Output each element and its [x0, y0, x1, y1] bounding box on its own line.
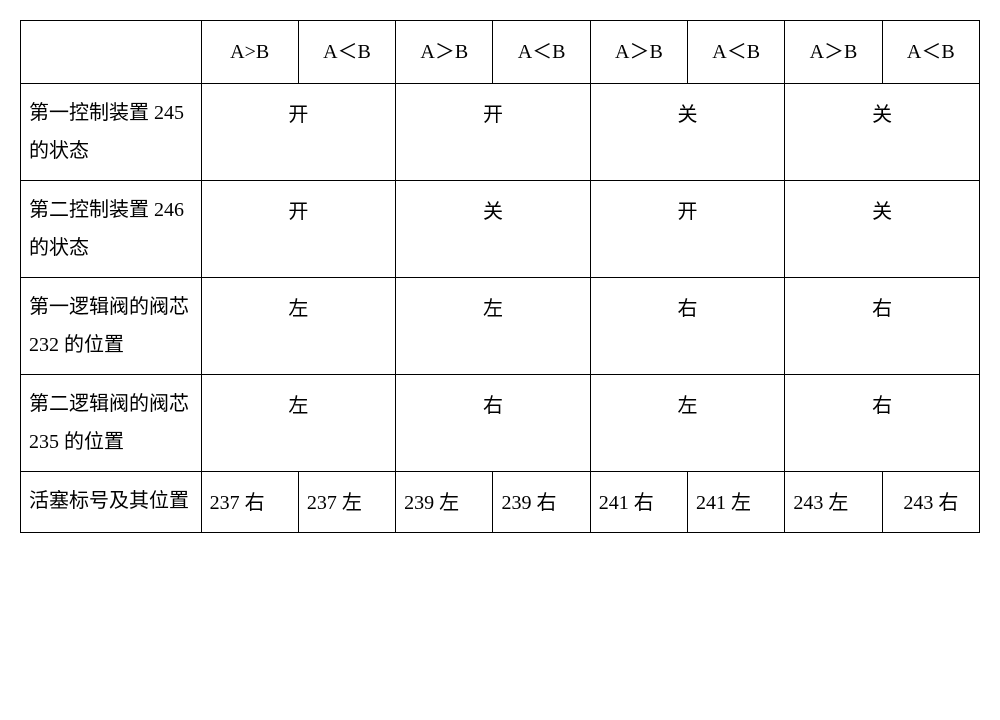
cell-value: 开: [201, 84, 396, 181]
row-label: 第一控制装置 245 的状态: [21, 84, 202, 181]
row-label: 第一逻辑阀的阀芯 232 的位置: [21, 278, 202, 375]
cell-value: 241 左: [688, 472, 785, 533]
cell-value: 241 右: [590, 472, 687, 533]
header-col-2: A＜B: [298, 21, 395, 84]
header-col-1: A>B: [201, 21, 298, 84]
cell-value: 243 右: [882, 472, 979, 533]
row-control-245: 第一控制装置 245 的状态 开 开 关 关: [21, 84, 980, 181]
cell-value: 关: [785, 181, 980, 278]
header-row: A>B A＜B A＞B A＜B A＞B A＜B A＞B A＜B: [21, 21, 980, 84]
cell-value: 关: [785, 84, 980, 181]
cell-value: 239 右: [493, 472, 590, 533]
cell-value: 239 左: [396, 472, 493, 533]
row-control-246: 第二控制装置 246 的状态 开 关 开 关: [21, 181, 980, 278]
cell-value: 243 左: [785, 472, 882, 533]
row-piston: 活塞标号及其位置 237 右 237 左 239 左 239 右 241 右 2…: [21, 472, 980, 533]
cell-value: 开: [201, 181, 396, 278]
header-col-3: A＞B: [396, 21, 493, 84]
cell-value: 左: [396, 278, 591, 375]
cell-value: 右: [590, 278, 785, 375]
header-col-7: A＞B: [785, 21, 882, 84]
cell-value: 关: [396, 181, 591, 278]
header-col-8: A＜B: [882, 21, 979, 84]
row-label: 第二逻辑阀的阀芯 235 的位置: [21, 375, 202, 472]
header-col-6: A＜B: [688, 21, 785, 84]
cell-value: 237 右: [201, 472, 298, 533]
cell-value: 左: [201, 375, 396, 472]
cell-value: 开: [396, 84, 591, 181]
cell-value: 左: [201, 278, 396, 375]
row-label: 活塞标号及其位置: [21, 472, 202, 533]
logic-table: A>B A＜B A＞B A＜B A＞B A＜B A＞B A＜B 第一控制装置 2…: [20, 20, 980, 533]
cell-value: 237 左: [298, 472, 395, 533]
cell-value: 开: [590, 181, 785, 278]
cell-value: 右: [785, 278, 980, 375]
row-valve-232: 第一逻辑阀的阀芯 232 的位置 左 左 右 右: [21, 278, 980, 375]
header-col-5: A＞B: [590, 21, 687, 84]
cell-value: 左: [590, 375, 785, 472]
cell-value: 右: [396, 375, 591, 472]
header-col-4: A＜B: [493, 21, 590, 84]
row-label: 第二控制装置 246 的状态: [21, 181, 202, 278]
cell-value: 关: [590, 84, 785, 181]
row-valve-235: 第二逻辑阀的阀芯 235 的位置 左 右 左 右: [21, 375, 980, 472]
header-blank: [21, 21, 202, 84]
cell-value: 右: [785, 375, 980, 472]
